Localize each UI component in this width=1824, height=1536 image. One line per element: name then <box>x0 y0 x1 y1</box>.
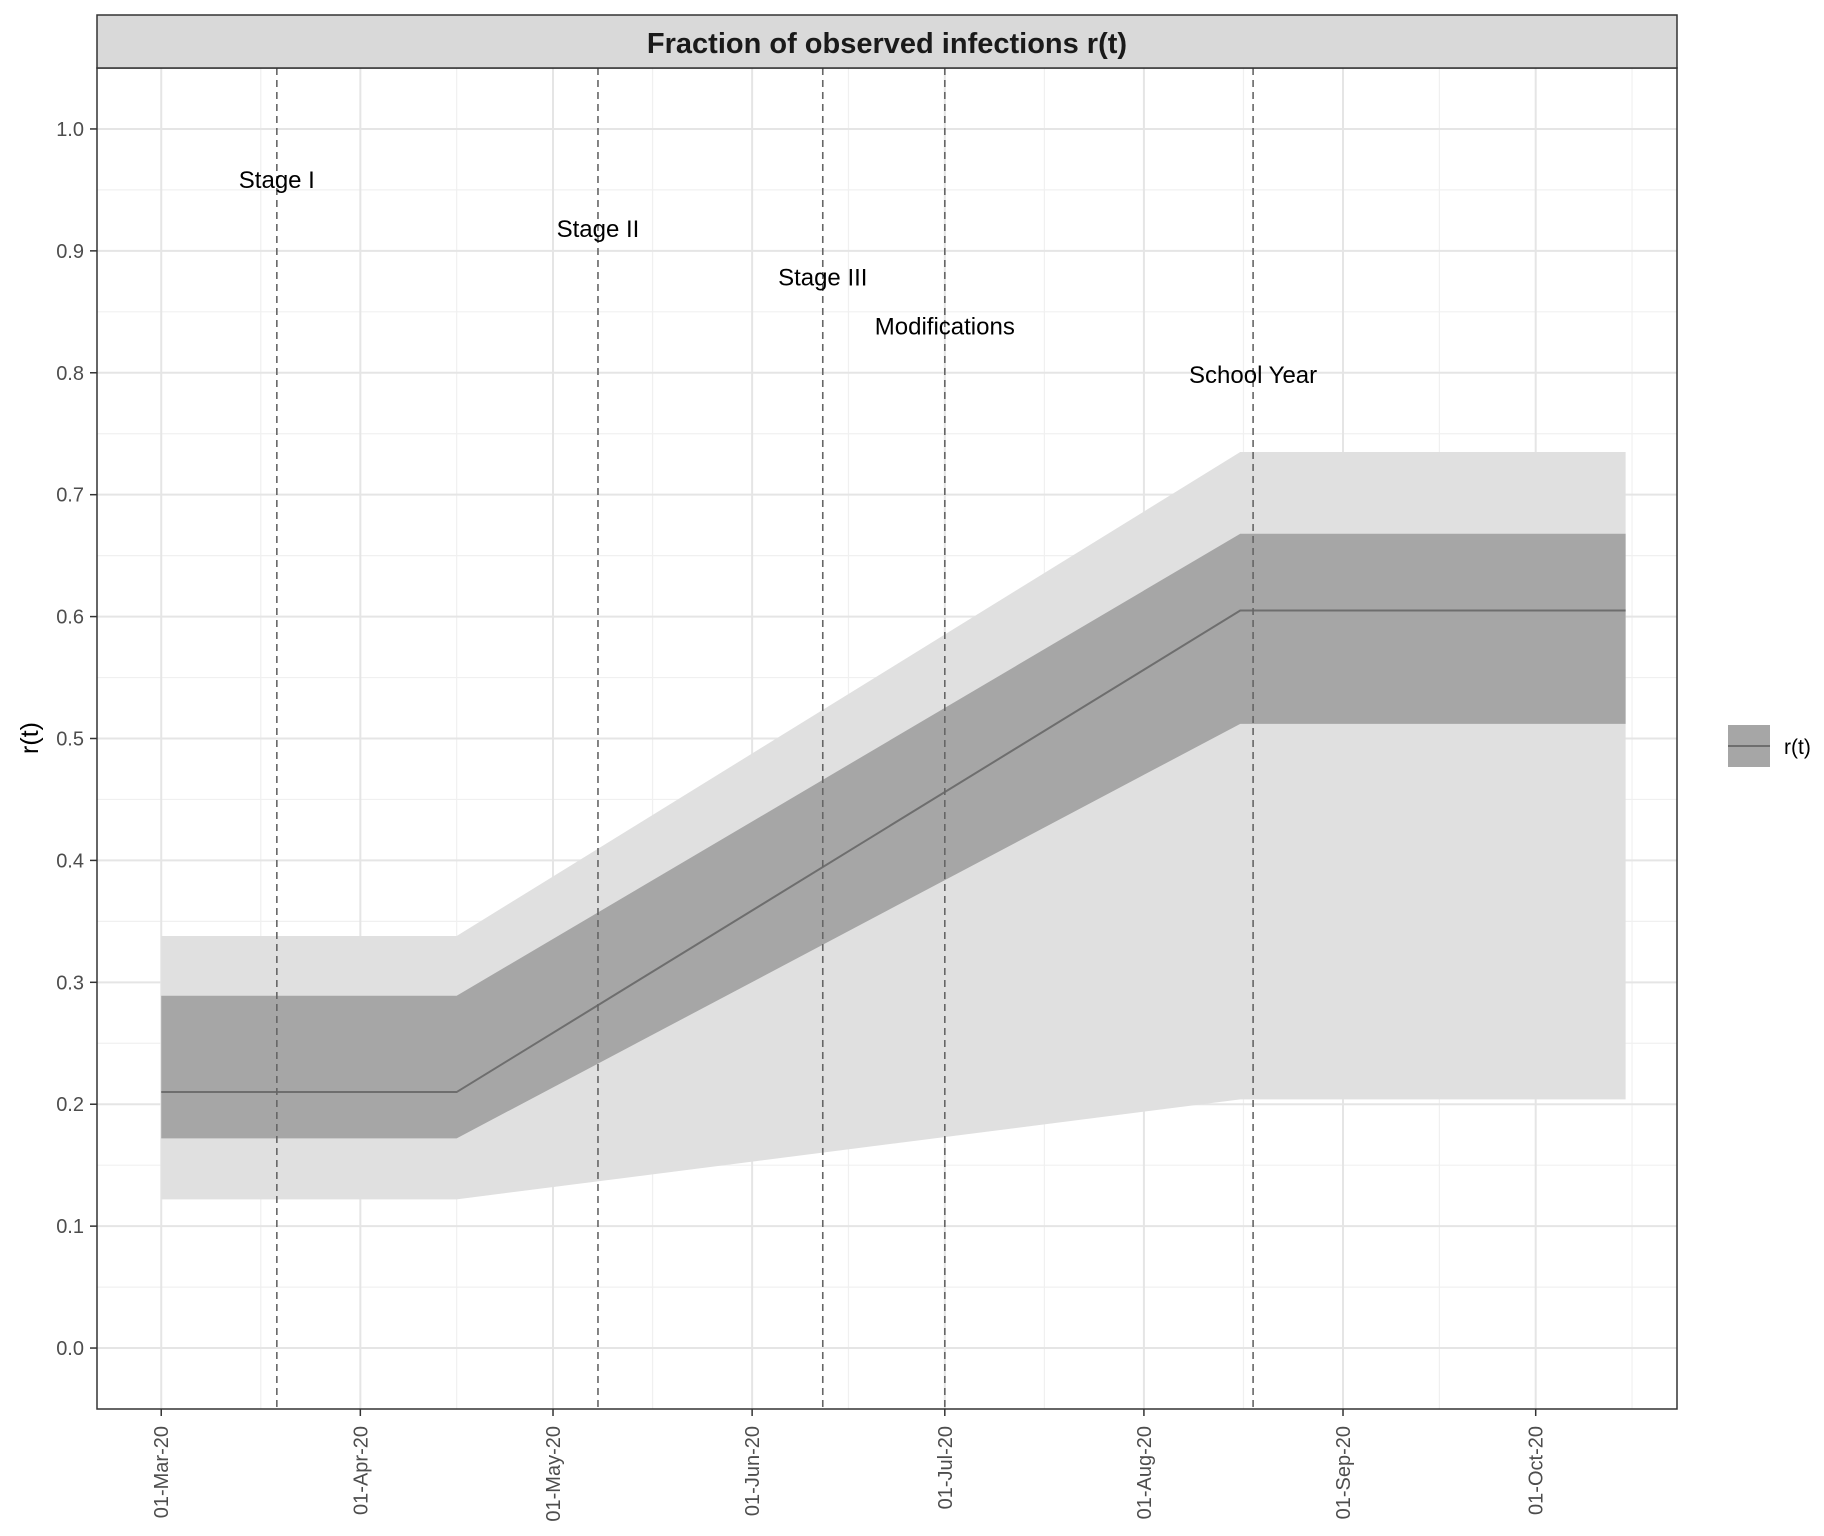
stage-label: Stage I <box>239 167 315 194</box>
r-t-median-line <box>161 609 1626 1094</box>
x-tick-label: 01-Mar-20 <box>151 1426 173 1518</box>
x-tick-label: 01-Jun-20 <box>742 1426 764 1516</box>
x-tick-label: 01-Apr-20 <box>350 1426 372 1515</box>
stage-label: School Year <box>1189 362 1317 389</box>
y-axis-title: r(t) <box>16 722 44 754</box>
x-tick-label: 01-Jul-20 <box>935 1426 957 1509</box>
y-tick-label: 0.0 <box>56 1338 84 1360</box>
legend: r(t) <box>1728 725 1811 767</box>
y-tick-label: 0.1 <box>56 1216 84 1238</box>
title-strip <box>96 14 1678 69</box>
y-axis-ticks: 0.0 0.1 0.2 0.3 0.4 0.5 0.6 0.7 0.8 0.9 1.0 <box>56 119 97 1360</box>
y-tick-label: 0.9 <box>56 241 84 263</box>
y-tick-label: 1.0 <box>56 119 84 141</box>
x-axis-ticks: 01-Mar-20 01-Apr-20 01-May-20 01-Jun-20 01-J… <box>151 1409 1548 1522</box>
legend-label: r(t) <box>1784 736 1811 759</box>
y-tick-label: 0.2 <box>56 1094 84 1116</box>
x-tick-label: 01-May-20 <box>543 1426 565 1522</box>
y-tick-label: 0.7 <box>56 485 84 507</box>
y-tick-label: 0.5 <box>56 729 84 751</box>
y-tick-label: 0.4 <box>56 850 84 872</box>
y-tick-label: 0.8 <box>56 363 84 385</box>
inner-credible-band <box>161 533 1626 1139</box>
y-tick-label: 0.3 <box>56 972 84 994</box>
chart-title: Fraction of observed infections r(t) <box>647 28 1127 60</box>
x-tick-label: 01-Oct-20 <box>1526 1426 1548 1515</box>
x-tick-label: 01-Aug-20 <box>1134 1426 1156 1519</box>
stage-label: Stage III <box>778 265 867 292</box>
stage-label: Modifications <box>875 313 1015 340</box>
stage-annotations: Stage I Stage II Stage III Modifications Sch… <box>239 167 1317 389</box>
stage-label: Stage II <box>557 216 640 243</box>
y-tick-label: 0.6 <box>56 607 84 629</box>
stage-vertical-lines <box>276 68 1254 1409</box>
x-tick-label: 01-Sep-20 <box>1333 1426 1355 1519</box>
